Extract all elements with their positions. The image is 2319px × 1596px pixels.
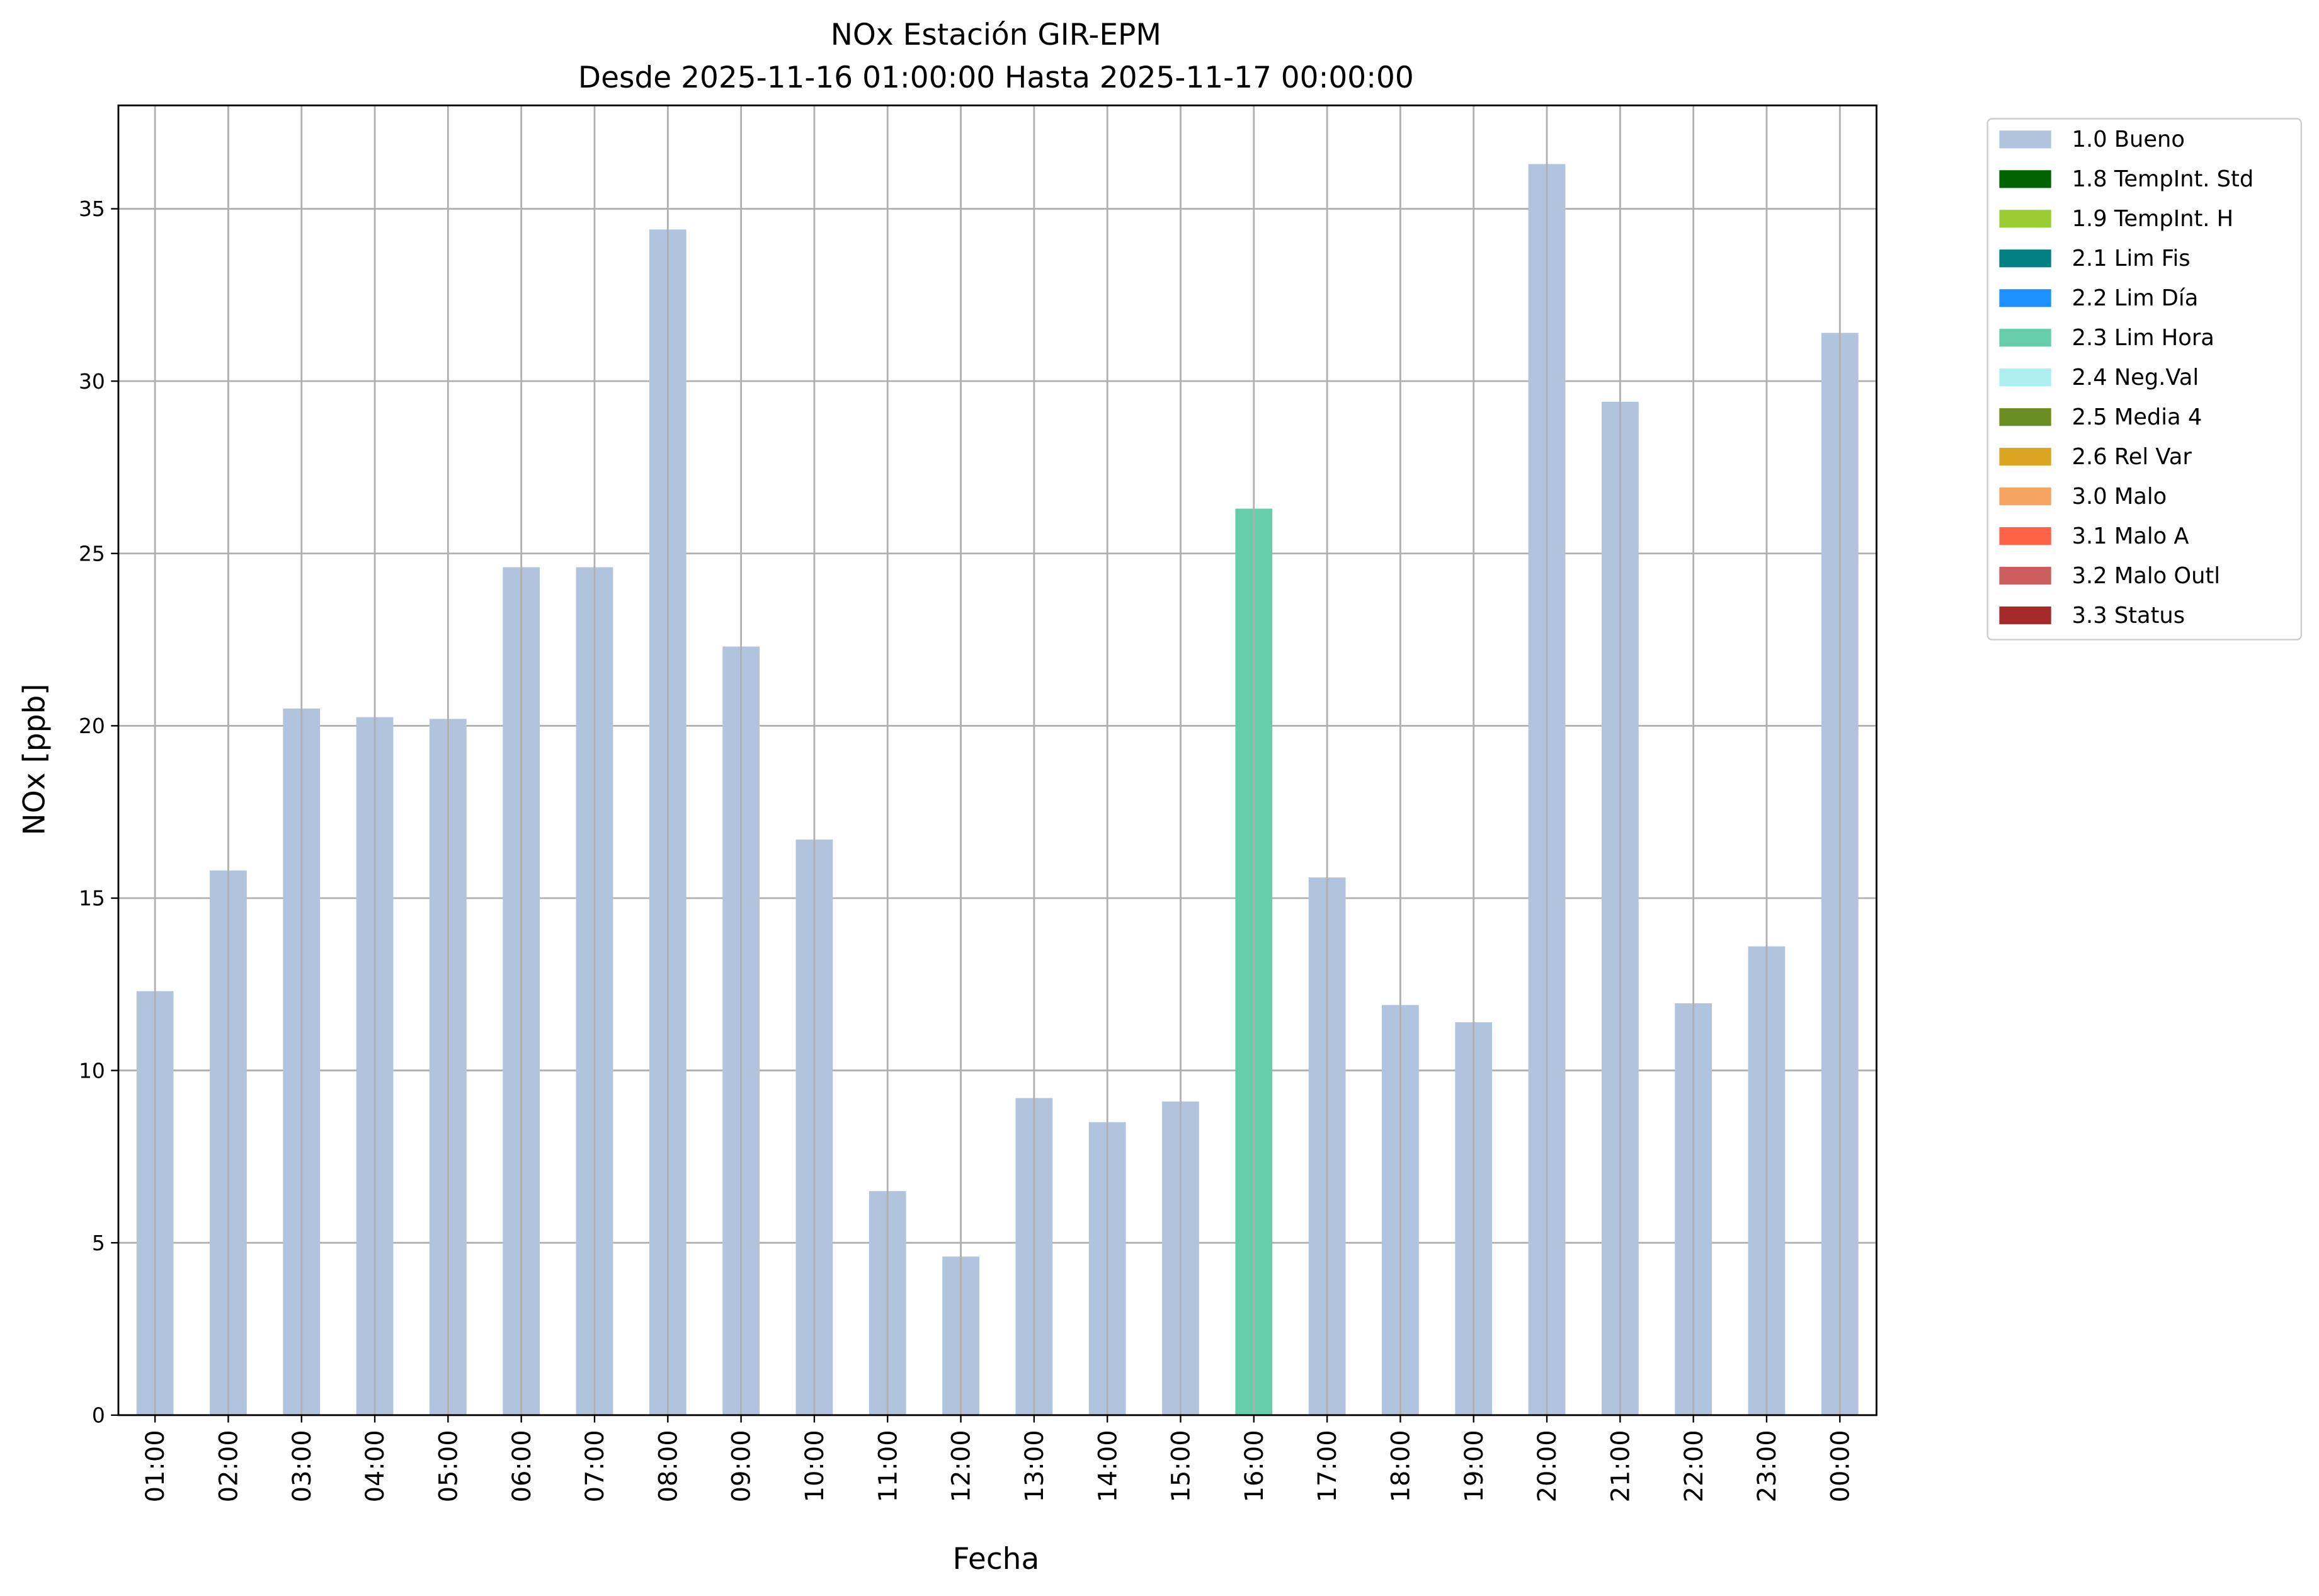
x-tick-label: 16:00	[1240, 1430, 1269, 1502]
x-tick-label: 12:00	[947, 1430, 976, 1502]
legend-swatch	[1999, 249, 2051, 268]
x-tick-label: 18:00	[1387, 1430, 1416, 1502]
y-axis: 0 5 10 15 20 25 30 35	[79, 197, 118, 1428]
legend-swatch	[1999, 329, 2051, 347]
legend-label: 1.8 TempInt. Std	[2072, 166, 2254, 192]
chart-subtitle: Desde 2025-11-16 01:00:00 Hasta 2025-11-…	[578, 60, 1414, 95]
legend-label: 1.0 Bueno	[2072, 127, 2185, 152]
y-tick-label: 35	[79, 197, 105, 221]
x-tick-label: 07:00	[581, 1430, 610, 1502]
legend-swatch	[1999, 130, 2051, 149]
legend-label: 3.1 Malo A	[2072, 523, 2189, 549]
x-tick-label: 09:00	[727, 1430, 756, 1502]
x-tick-label: 19:00	[1460, 1430, 1489, 1502]
x-tick-label: 10:00	[801, 1430, 829, 1502]
plot-frame	[117, 104, 1877, 1416]
legend-swatch	[1999, 408, 2051, 426]
x-tick-label: 13:00	[1020, 1430, 1049, 1502]
x-tick-label: 08:00	[654, 1430, 683, 1502]
legend-label: 2.6 Rel Var	[2072, 444, 2192, 470]
bars	[136, 105, 1859, 1415]
legend-label: 3.0 Malo	[2072, 484, 2167, 510]
legend-swatch	[1999, 606, 2051, 625]
y-tick-label: 5	[92, 1231, 105, 1255]
legend-label: 2.1 Lim Fis	[2072, 246, 2191, 271]
legend-swatch	[1999, 566, 2051, 585]
x-axis: 01:00 02:00 03:00 04:00 05:00 06:00 07:00 08:00…	[141, 1415, 1855, 1502]
chart-title: NOx Estación GIR-EPM	[831, 18, 1161, 52]
legend-swatch	[1999, 487, 2051, 506]
x-tick-label: 15:00	[1167, 1430, 1196, 1502]
legend-label: 2.4 Neg.Val	[2072, 365, 2199, 390]
x-tick-label: 01:00	[141, 1430, 170, 1502]
x-tick-label: 04:00	[361, 1430, 390, 1502]
y-tick-label: 20	[79, 714, 105, 738]
legend-swatch	[1999, 210, 2051, 228]
legend-swatch	[1999, 448, 2051, 466]
legend-label: 1.9 TempInt. H	[2072, 206, 2234, 232]
legend: 1.0 Bueno 1.8 TempInt. Std 1.9 TempInt. H 2…	[1986, 118, 2302, 641]
x-tick-label: 22:00	[1680, 1430, 1709, 1502]
legend-label: 3.3 Status	[2072, 603, 2185, 629]
y-tick-label: 15	[79, 886, 105, 911]
x-tick-label: 11:00	[874, 1430, 903, 1502]
legend-label: 2.3 Lim Hora	[2072, 325, 2214, 351]
y-axis-label: NOx [ppb]	[17, 683, 52, 835]
x-tick-label: 17:00	[1313, 1430, 1342, 1502]
x-tick-label: 21:00	[1606, 1430, 1635, 1502]
x-tick-label: 06:00	[508, 1430, 537, 1502]
legend-label: 2.2 Lim Día	[2072, 285, 2199, 311]
legend-label: 2.5 Media 4	[2072, 404, 2202, 430]
legend-swatch	[1999, 368, 2051, 387]
x-tick-label: 23:00	[1753, 1430, 1782, 1502]
legend-frame	[1986, 118, 2302, 641]
x-tick-label: 14:00	[1093, 1430, 1122, 1502]
legend-swatch	[1999, 289, 2051, 307]
y-tick-label: 30	[79, 369, 105, 394]
grid	[118, 208, 1877, 1416]
y-tick-label: 25	[79, 541, 105, 566]
y-tick-label: 0	[92, 1403, 105, 1428]
legend-swatch	[1999, 527, 2051, 545]
x-tick-label: 00:00	[1826, 1430, 1855, 1502]
x-axis-label: Fecha	[952, 1542, 1039, 1576]
x-tick-label: 02:00	[215, 1430, 244, 1502]
legend-label: 3.2 Malo Outl	[2072, 563, 2220, 589]
legend-swatch	[1999, 170, 2051, 188]
x-tick-label: 20:00	[1533, 1430, 1562, 1502]
x-tick-label: 03:00	[288, 1430, 317, 1502]
x-tick-label: 05:00	[434, 1430, 463, 1502]
y-tick-label: 10	[79, 1058, 105, 1083]
